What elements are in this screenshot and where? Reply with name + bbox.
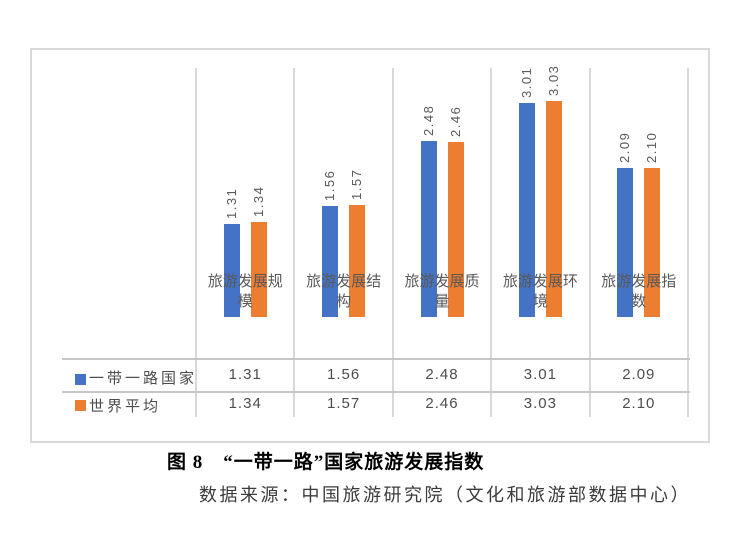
category-label: 旅游发展规模	[196, 272, 294, 316]
bar-value-label: 1.56	[322, 169, 338, 202]
category-label-text: 旅游发展环境	[502, 273, 578, 310]
bar-world-average	[250, 221, 267, 317]
bar-belt-road	[420, 140, 437, 317]
category-label: 旅游发展指数	[590, 272, 688, 316]
category-separator	[195, 68, 197, 417]
bar-belt-road	[617, 168, 634, 317]
category-separator	[490, 68, 493, 417]
bar-world-average	[447, 141, 464, 317]
table-value-world-average: 1.57	[326, 395, 361, 412]
bar-value-label: 2.46	[447, 105, 463, 137]
category-label: 旅游发展结构	[294, 272, 392, 316]
category-separator	[391, 68, 394, 417]
category-label-text: 旅游发展质量	[404, 273, 480, 310]
legend-label-belt-road: 一带一路国家	[89, 370, 198, 387]
category-label: 旅游发展质量	[393, 272, 491, 316]
table-value-world-average: 2.46	[425, 395, 459, 412]
table-value-world-average: 3.03	[523, 395, 557, 412]
legend-swatch-belt-road	[75, 374, 86, 385]
category-label: 旅游发展环境	[491, 272, 589, 316]
table-line-top	[62, 358, 690, 360]
legend-swatch-world-average	[75, 400, 86, 411]
bar-belt-road	[518, 102, 535, 317]
bar-value-label: 1.34	[250, 185, 266, 217]
bar-world-average	[349, 205, 366, 317]
table-value-belt-road: 1.31	[228, 366, 262, 383]
table-value-world-average: 2.10	[622, 395, 656, 412]
table-line-middle	[62, 391, 690, 393]
figure-caption: 图 8 “一带一路”国家旅游发展指数	[167, 452, 485, 473]
category-label-text: 旅游发展指数	[601, 273, 677, 310]
figure-source-note: 数据来源：中国旅游研究院（文化和旅游部数据中心）	[199, 485, 691, 505]
bar-value-label: 1.31	[223, 187, 239, 219]
table-value-belt-road: 2.09	[622, 366, 656, 383]
table-value-world-average: 1.34	[228, 395, 262, 412]
bar-belt-road	[223, 223, 240, 317]
bar-world-average	[545, 101, 562, 317]
bar-value-label: 3.01	[518, 66, 534, 98]
legend-label-world-average: 世界平均	[89, 398, 162, 415]
bar-value-label: 3.03	[545, 65, 561, 97]
table-value-belt-road: 3.01	[523, 366, 557, 383]
bar-value-label: 2.48	[420, 104, 436, 136]
category-label-text: 旅游发展结构	[306, 273, 382, 310]
bar-value-label: 1.57	[349, 168, 365, 201]
bar-value-label: 2.10	[644, 131, 660, 163]
bar-belt-road	[322, 206, 339, 317]
table-value-belt-road: 2.48	[425, 366, 459, 383]
bar-world-average	[644, 167, 661, 317]
bar-value-label: 2.09	[617, 131, 633, 164]
chart-frame: 1.31 1.34 旅游发展规模 1.31 1.34 1.56 1.57 旅游发展结构 1.56…	[30, 48, 710, 443]
category-label-text: 旅游发展规模	[207, 273, 283, 310]
category-separator	[687, 68, 689, 417]
category-separator	[293, 68, 296, 417]
table-value-belt-road: 1.56	[326, 366, 361, 383]
category-separator	[588, 68, 591, 417]
